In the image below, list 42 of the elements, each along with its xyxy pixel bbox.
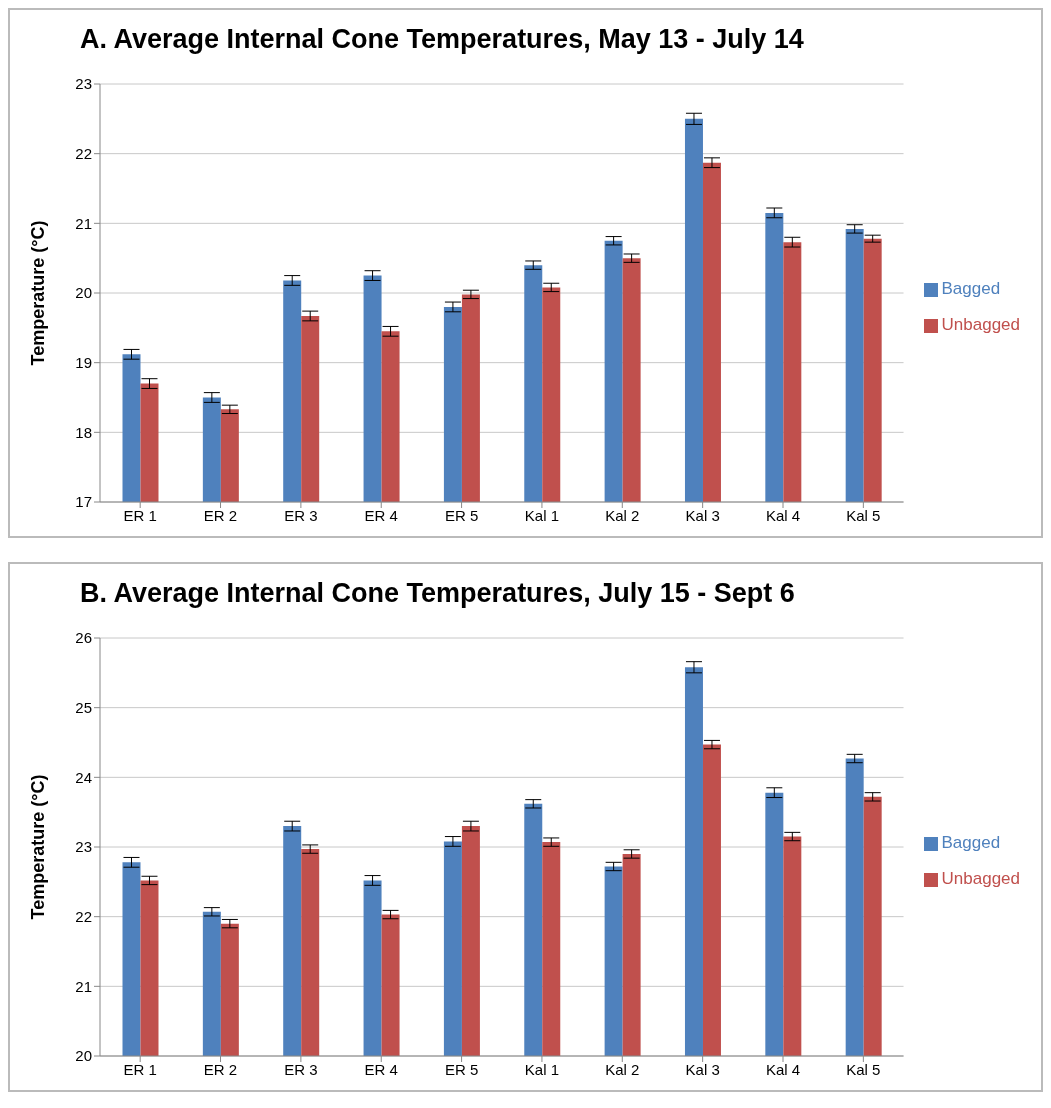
y-tick-label: 25 (75, 698, 92, 716)
x-tick-label: Kal 3 (685, 506, 720, 524)
y-tick-label: 23 (75, 838, 92, 856)
x-tick-label: Kal 4 (765, 506, 801, 524)
y-tick-label: 18 (75, 423, 92, 441)
legend-label: Unbagged (941, 315, 1020, 334)
y-tick-label: 24 (75, 768, 92, 786)
x-tick-label: ER 2 (203, 506, 238, 524)
x-tick-label: Kal 3 (685, 1060, 720, 1078)
x-tick-label: ER 3 (284, 506, 318, 524)
x-tick-label: Kal 1 (524, 506, 560, 524)
chart-title: B. Average Internal Cone Temperatures, July 15 - Sept 6 (79, 577, 796, 610)
x-tick-label: Kal 2 (605, 1060, 640, 1078)
legend-label: Unbagged (941, 869, 1020, 888)
y-tick-label: 22 (75, 907, 92, 925)
x-tick-label: ER 4 (364, 506, 398, 524)
y-tick-label: 20 (75, 284, 92, 302)
chart-title: A. Average Internal Cone Temperatures, May 13 - July 14 (79, 23, 805, 56)
x-tick-label: ER 4 (364, 1060, 398, 1078)
x-tick-label: Kal 5 (846, 506, 881, 524)
y-tick-label: 19 (75, 353, 92, 371)
x-tick-label: ER 1 (123, 506, 157, 524)
y-axis-title: Temperature (°C) (28, 774, 49, 920)
x-tick-label: Kal 5 (846, 1060, 881, 1078)
y-tick-label: 22 (75, 144, 92, 162)
legend-label: Bagged (941, 833, 1001, 852)
x-tick-label: Kal 1 (524, 1060, 560, 1078)
legend-label: Bagged (941, 279, 1001, 298)
y-tick-label: 21 (75, 214, 92, 232)
y-tick-label: 23 (75, 75, 92, 93)
x-tick-label: ER 2 (203, 1060, 238, 1078)
x-tick-label: ER 1 (123, 1060, 157, 1078)
y-tick-label: 26 (75, 629, 92, 647)
x-tick-label: ER 5 (444, 1060, 479, 1078)
y-tick-label: 17 (75, 493, 92, 511)
x-tick-label: ER 5 (444, 506, 479, 524)
x-tick-label: Kal 4 (765, 1060, 801, 1078)
x-tick-label: Kal 2 (605, 506, 640, 524)
y-tick-label: 20 (75, 1047, 92, 1065)
y-axis-title: Temperature (°C) (28, 220, 49, 366)
x-tick-label: ER 3 (284, 1060, 318, 1078)
y-tick-label: 21 (75, 977, 92, 995)
